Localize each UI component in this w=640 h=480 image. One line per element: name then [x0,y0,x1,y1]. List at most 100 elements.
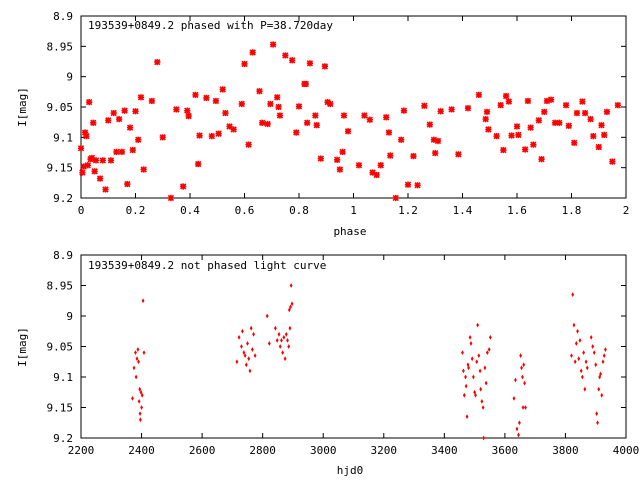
data-point [96,175,104,182]
data-point [287,344,291,349]
x-tick-label: 0.2 [126,204,146,217]
y-tick-label: 8.95 [47,280,74,293]
data-point [264,120,271,128]
data-point [527,124,534,131]
data-point [290,301,294,307]
data-point [482,115,489,123]
raw-light-curve-panel: 193539+0849.2 not phased light curve hjd… [16,249,639,477]
data-point [289,57,296,64]
data-point [515,426,519,432]
data-point [230,126,237,133]
data-point [185,112,192,120]
data-point [132,108,139,115]
data-point [600,392,604,398]
data-point [277,331,281,337]
data-point [126,124,134,131]
data-point [250,347,254,352]
data-point [302,80,309,88]
data-point [590,132,597,140]
data-point [475,91,483,99]
data-point [84,162,91,169]
x-tick-label: 3600 [492,444,519,457]
data-point [275,103,282,111]
data-point [482,435,486,441]
data-point [237,334,241,340]
data-point [167,194,175,202]
data-point [247,356,251,362]
y-tick-label: 9 [66,310,73,323]
data-point [595,411,599,416]
data-point [369,169,376,176]
data-point [284,331,288,337]
data-point [574,341,578,346]
data-point [336,166,344,173]
data-point [140,405,143,410]
data-point [597,386,601,392]
data-point [587,115,594,123]
data-point [137,94,145,101]
data-point [373,171,380,179]
data-point [135,356,139,362]
data-point [515,131,522,139]
data-point [274,94,281,101]
data-point [295,103,303,110]
y-tick-label: 8.95 [47,40,74,53]
data-point [267,100,274,108]
data-point [582,350,586,355]
data-point [474,392,477,398]
data-point [475,359,479,365]
data-point [131,395,134,401]
data-point [581,374,584,380]
data-point [576,328,579,334]
x-tick-label: 1 [350,204,357,217]
data-point [293,129,300,136]
data-point [517,432,520,438]
data-point [581,109,589,117]
data-point [547,96,555,103]
data-point [461,350,464,355]
chart-title: 193539+0849.2 not phased light curve [88,259,326,272]
data-point [195,160,202,168]
data-point [355,162,363,169]
data-point [361,112,368,119]
data-point [579,368,583,374]
data-point [99,157,106,164]
data-point [497,102,504,109]
data-point [465,414,469,420]
data-point [541,108,548,116]
data-point [115,115,123,123]
x-tick-label: 3200 [371,444,398,457]
data-point [312,112,319,119]
data-point [477,353,481,359]
data-point [340,112,348,119]
plot-frame [80,15,627,199]
data-point [124,180,131,188]
data-point [421,102,428,109]
x-tick-label: 2400 [128,444,155,457]
data-point [135,136,142,143]
data-point [598,374,602,380]
data-point [242,350,246,355]
x-axis-label: hjd0 [337,464,364,477]
data-point [92,157,100,164]
data-point [304,119,311,126]
data-point [464,383,468,389]
data-point [240,328,244,334]
data-point [88,154,96,162]
data-point [485,350,489,355]
phased-light-curve-panel: 193539+0849.2 phased with P=38.720day ph… [16,10,629,238]
data-point [583,386,587,392]
data-point [121,107,128,114]
data-point [138,411,142,416]
y-axis-label: I[mag] [16,87,29,127]
data-point [571,292,575,298]
data-point [306,60,314,67]
data-point [90,119,97,126]
data-point [154,58,161,66]
data-point [243,353,247,359]
x-tick-label: 2200 [68,444,95,457]
x-tick-label: 1.6 [507,204,527,217]
x-tick-label: 0.6 [235,204,255,217]
data-point [180,183,187,190]
